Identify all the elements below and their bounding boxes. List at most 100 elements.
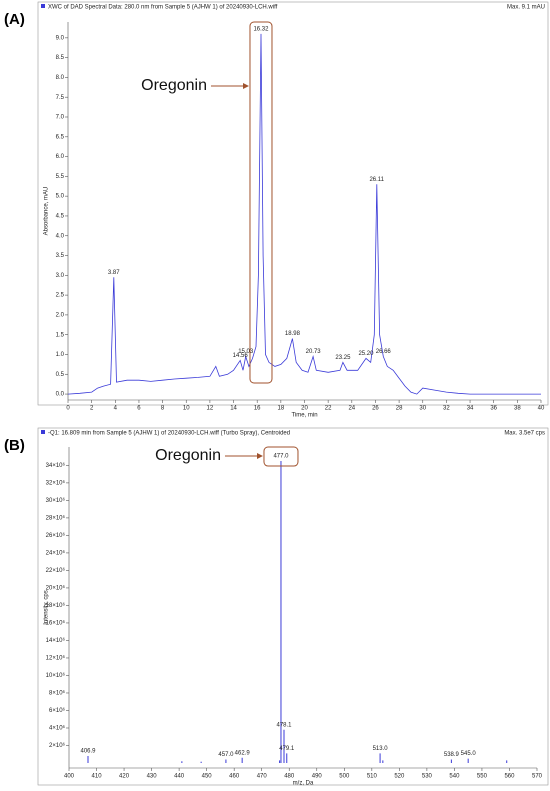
frame [37,427,549,786]
x-tick-label: 500 [339,774,350,780]
y-tick-label: 32×10⁶ [46,479,66,486]
x-tick-label: 0 [66,406,70,412]
y-tick-label: 9.0 [56,35,65,41]
y-tick-label: 20×10⁶ [46,585,66,592]
y-tick-label: 4.0 [56,233,65,239]
y-tick-label: 2.5 [56,293,65,299]
x-tick-label: 28 [396,406,403,412]
chart-subtitle: Max. 9.1 mAU [507,5,545,11]
x-tick-label: 480 [284,774,295,780]
annotation: Oregonin [155,447,221,464]
peak-label: 462.9 [235,750,251,756]
x-tick-label: 440 [174,774,185,780]
x-tick-label: 12 [207,406,214,412]
peak-label: 406.9 [80,749,96,755]
peak-label: 513.0 [373,746,389,752]
y-tick-label: 2×10⁶ [49,742,66,749]
x-tick-label: 400 [64,774,75,780]
y-tick-label: 3.5 [56,253,65,259]
y-tick-label: 8.5 [56,55,65,61]
x-tick-label: 490 [312,774,323,780]
peak-label: 545.0 [461,751,477,757]
chromatogram-line [67,33,541,395]
x-tick-label: 16 [254,406,261,412]
peak-label: 23.25 [335,355,351,361]
chart-subtitle: Max. 3.5e7 cps [504,431,545,437]
x-tick-label: 460 [229,774,240,780]
x-axis-label: Time, min [291,413,317,419]
y-tick-label: 24×10⁶ [46,549,66,556]
y-tick-label: 4.5 [56,214,65,220]
y-tick-label: 5.0 [56,194,65,200]
x-tick-label: 530 [422,774,433,780]
frame [37,1,549,406]
y-tick-label: 26×10⁶ [46,532,66,539]
x-tick-label: 6 [137,406,141,412]
y-tick-label: 5.5 [56,174,65,180]
y-tick-label: 7.0 [56,115,65,121]
x-tick-label: 470 [257,774,268,780]
peak-label: 26.66 [376,349,392,355]
x-tick-label: 510 [367,774,378,780]
x-tick-label: 18 [278,406,285,412]
peak-label: 14.56 [233,353,249,359]
legend-swatch [41,430,45,434]
y-tick-label: 6.5 [56,134,65,140]
x-tick-label: 2 [90,406,94,412]
x-tick-label: 40 [538,406,545,412]
y-tick-label: 6.0 [56,154,65,160]
x-tick-label: 14 [230,406,237,412]
y-tick-label: 10×10⁶ [46,672,66,679]
peak-label: 15.03 [238,349,254,355]
x-tick-label: 32 [443,406,450,412]
x-axis-label: m/z, Da [293,781,314,787]
x-tick-label: 38 [514,406,521,412]
x-tick-label: 24 [348,406,355,412]
y-tick-label: 1.0 [56,352,65,358]
y-axis-label: Absorbance, mAU [44,187,50,236]
y-tick-label: 1.5 [56,332,65,338]
y-tick-label: 12×10⁶ [46,655,66,662]
y-tick-label: 0.5 [56,372,65,378]
peak-label: 20.73 [306,349,322,355]
x-tick-label: 34 [467,406,474,412]
y-tick-label: 16×10⁶ [46,620,66,627]
y-tick-label: 28×10⁶ [46,514,66,521]
x-tick-label: 30 [419,406,426,412]
y-tick-label: 7.5 [56,95,65,101]
x-tick-label: 4 [114,406,118,412]
y-tick-label: 34×10⁶ [46,462,66,469]
peak-label: 3.87 [108,270,120,276]
x-tick-label: 36 [490,406,497,412]
chart-title: -Q1: 16.809 min from Sample 5 (AJHW 1) o… [48,431,290,437]
x-tick-label: 570 [532,774,543,780]
x-tick-label: 26 [372,406,379,412]
legend-swatch [41,4,45,8]
y-tick-label: 22×10⁶ [46,567,66,574]
peak-label: 26.11 [369,177,384,183]
x-tick-label: 22 [325,406,332,412]
y-axis-label: Intensity, cps [44,590,50,625]
peak-label: 479.1 [279,746,295,752]
x-tick-label: 410 [92,774,103,780]
y-tick-label: 18×10⁶ [46,602,66,609]
y-tick-label: 4×10⁶ [49,725,66,732]
x-tick-label: 430 [147,774,158,780]
y-tick-label: 3.0 [56,273,65,279]
y-tick-label: 6×10⁶ [49,707,66,714]
x-tick-label: 520 [394,774,405,780]
y-tick-label: 8.0 [56,75,65,81]
peak-label: 18.98 [285,331,301,337]
peak-label: 457.0 [218,752,234,758]
x-tick-label: 450 [202,774,213,780]
y-tick-label: 2.0 [56,312,65,318]
panel-label: (B) [4,437,25,454]
x-tick-label: 420 [119,774,130,780]
y-tick-label: 0.0 [56,392,65,398]
peak-label: 478.1 [276,722,292,728]
x-tick-label: 20 [301,406,308,412]
x-tick-label: 10 [183,406,190,412]
y-tick-label: 30×10⁶ [46,497,66,504]
annotation: Oregonin [141,77,207,94]
